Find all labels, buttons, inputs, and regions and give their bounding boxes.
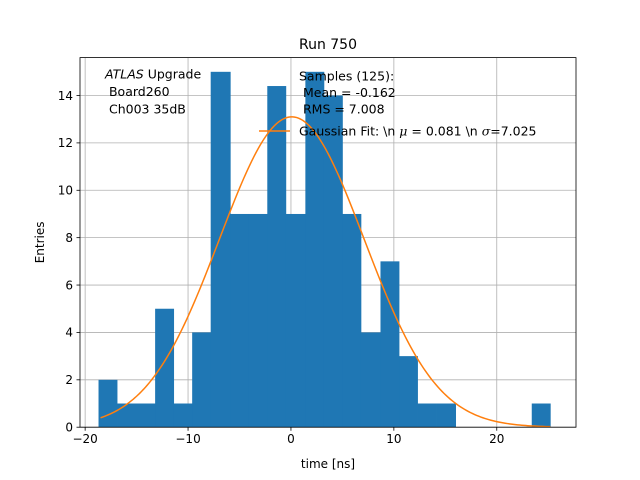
histogram-bar <box>267 86 287 428</box>
histogram-bar <box>342 213 362 428</box>
y-tick-label: 0 <box>65 421 73 435</box>
legend-rms-label: RMS = 7.008 <box>299 102 385 117</box>
legend-fit-label: Gaussian Fit: \n μ = 0.081 \n σ=7.025 <box>299 124 537 139</box>
histogram-bar <box>285 213 306 428</box>
x-axis-ticks: −20 −10 0 10 20 <box>72 427 504 446</box>
annotation-upgrade: Upgrade <box>144 67 202 82</box>
histogram-bar <box>117 403 137 428</box>
atlas-annotation: ATLAS Upgrade Board260 Ch003 35dB <box>104 67 201 117</box>
legend-fit-suffix: =7.025 <box>490 124 536 139</box>
y-tick-label: 12 <box>58 136 73 150</box>
y-axis-label: Entries <box>33 222 47 264</box>
y-tick-label: 6 <box>65 278 73 292</box>
histogram-bar <box>155 308 175 428</box>
x-tick-label: 20 <box>489 432 504 446</box>
y-tick-label: 2 <box>65 373 73 387</box>
legend: Samples (125): Mean = -0.162 RMS = 7.008… <box>259 69 537 139</box>
y-tick-label: 8 <box>65 231 73 245</box>
legend-fit-mu: μ <box>399 124 407 139</box>
histogram-bar <box>136 403 156 428</box>
x-tick-label: −10 <box>175 432 200 446</box>
histogram-bar <box>230 213 250 428</box>
legend-fit-prefix: Gaussian Fit: \n <box>299 124 399 139</box>
y-axis-ticks: 0 2 4 6 8 10 12 14 <box>58 89 80 435</box>
gaussian-fit-line <box>100 116 551 428</box>
y-tick-label: 10 <box>58 184 73 198</box>
histogram-bar <box>210 71 231 428</box>
legend-fit-sigma: σ <box>482 124 491 139</box>
histogram-bar <box>531 403 551 428</box>
histogram-bar <box>380 261 400 428</box>
histogram-bars <box>98 71 551 428</box>
x-axis-label: time [ns] <box>301 457 355 471</box>
histogram-bar <box>360 332 381 428</box>
legend-samples-label: Samples (125): <box>299 69 394 84</box>
y-tick-label: 4 <box>65 326 73 340</box>
histogram-bar <box>173 403 193 428</box>
annotation-atlas-italic: ATLAS <box>104 67 144 82</box>
histogram-bar <box>248 213 268 428</box>
histogram-bar <box>98 379 118 428</box>
histogram-bar <box>305 71 325 428</box>
plot-frame <box>79 57 577 428</box>
histogram-bar <box>323 95 343 428</box>
x-tick-label: 0 <box>287 432 295 446</box>
legend-mean-label: Mean = -0.162 <box>299 85 396 100</box>
y-tick-label: 14 <box>58 89 73 103</box>
histogram-bar <box>192 332 212 428</box>
annotation-line-3: Ch003 35dB <box>105 102 186 117</box>
x-tick-label: 10 <box>386 432 401 446</box>
x-tick-label: −20 <box>72 432 97 446</box>
legend-fit-mid: = 0.081 \n <box>407 124 481 139</box>
annotation-line-1: ATLAS Upgrade <box>104 67 201 82</box>
histogram-bar <box>417 403 437 428</box>
histogram-bar <box>436 403 457 428</box>
chart-title: Run 750 <box>299 37 357 53</box>
histogram-bar <box>399 356 418 428</box>
annotation-line-2: Board260 <box>105 84 170 99</box>
